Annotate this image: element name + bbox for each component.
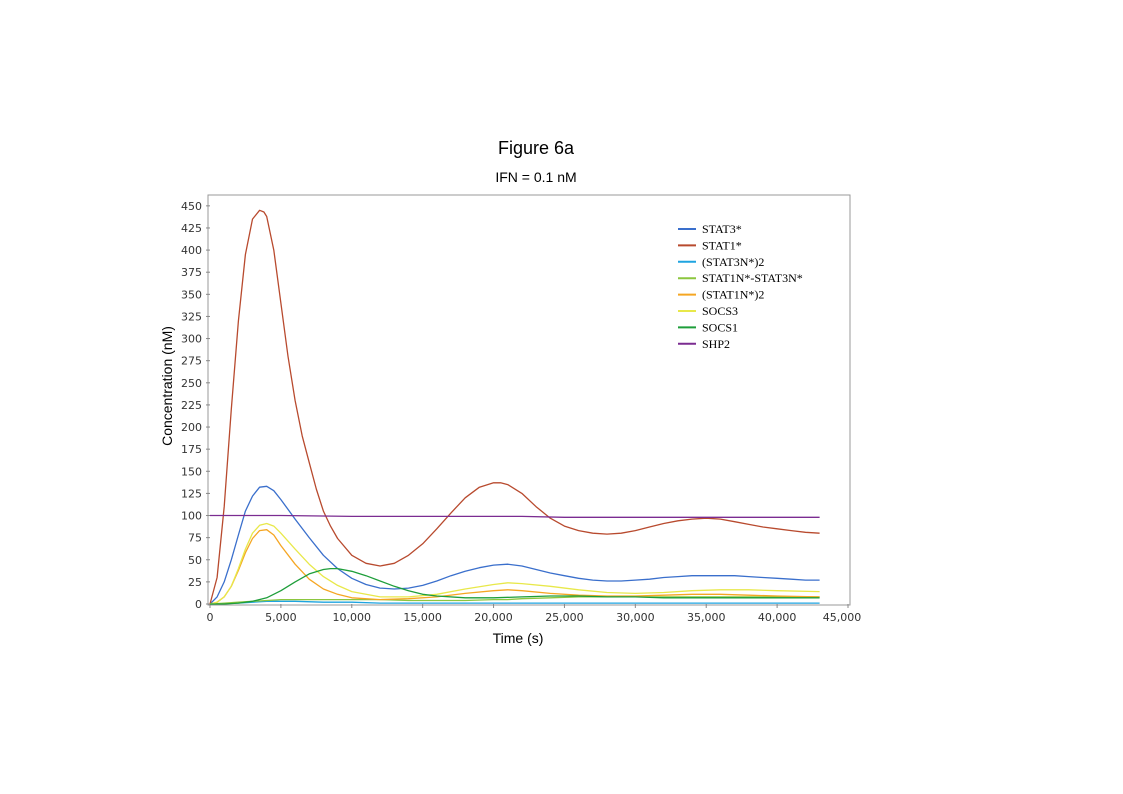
y-tick-label: 200 [181,421,202,434]
legend-label: SHP2 [702,337,730,351]
x-tick-label: 15,000 [403,611,442,624]
chart-title: Figure 6a [498,138,575,158]
x-tick-label: 45,000 [823,611,862,624]
x-axis-label: Time (s) [493,630,544,646]
series-line [209,529,820,605]
y-tick-label: 425 [181,222,202,235]
x-tick-label: 35,000 [687,611,726,624]
y-tick-label: 25 [188,576,202,589]
series-line [209,209,820,605]
legend-label: STAT1N*-STAT3N* [702,271,803,285]
y-tick-label: 350 [181,288,202,301]
legend: STAT3* STAT1* (STAT3N*)2 STAT1N*-STAT3N* (ST… [678,222,803,351]
y-tick-label: 325 [181,310,202,323]
y-tick-label: 250 [181,377,202,390]
x-tick-label: 10,000 [333,611,372,624]
chart-subtitle: IFN = 0.1 nM [495,169,576,185]
series-line [209,485,820,605]
series-line [209,522,820,605]
legend-label: (STAT1N*)2 [702,288,764,302]
x-tick-label: 5,000 [265,611,297,624]
y-tick-label: 0 [195,598,202,611]
x-tick-label: 30,000 [616,611,655,624]
x-tick-label: 25,000 [545,611,584,624]
y-tick-label: 400 [181,244,202,257]
y-tick-label: 375 [181,266,202,279]
y-tick-label: 300 [181,333,202,346]
y-tick-label: 100 [181,510,202,523]
y-tick-label: 175 [181,443,202,456]
legend-label: STAT1* [702,238,742,252]
x-tick-label: 40,000 [758,611,797,624]
legend-label: SOCS1 [702,320,738,334]
x-tick-label: 0 [207,611,214,624]
y-tick-label: 50 [188,554,202,567]
y-tick-label: 150 [181,465,202,478]
legend-label: SOCS3 [702,304,738,318]
y-tick-label: 125 [181,487,202,500]
y-axis: 0 25 50 75 100 125 150 175 200 225 250 275 300 325 350… [181,200,210,611]
y-tick-label: 450 [181,200,202,213]
y-tick-label: 275 [181,355,202,368]
plot-area [207,194,851,606]
legend-label: (STAT3N*)2 [702,255,764,269]
y-tick-label: 225 [181,399,202,412]
series-line [210,514,820,518]
series-line [209,600,820,605]
series-group [209,209,820,605]
x-tick-label: 20,000 [474,611,513,624]
x-axis: 0 5,000 10,000 15,000 20,000 25,000 30,000 35,0… [207,604,862,624]
y-tick-label: 75 [188,532,202,545]
series-line [210,567,820,605]
legend-label: STAT3* [702,222,742,236]
y-axis-label: Concentration (nM) [159,326,175,446]
